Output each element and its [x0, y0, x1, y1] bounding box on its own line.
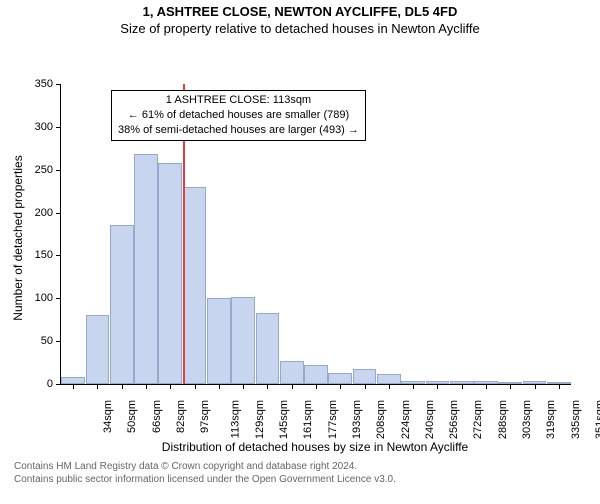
- histogram-bar: [231, 297, 255, 384]
- footer-line2: Contains public sector information licen…: [14, 473, 600, 486]
- histogram-bar: [183, 187, 207, 384]
- y-tick: [56, 213, 61, 214]
- x-tick-label: 34sqm: [102, 400, 114, 433]
- y-tick: [56, 341, 61, 342]
- histogram-bar: [61, 377, 85, 384]
- footer-line1: Contains HM Land Registry data © Crown c…: [14, 460, 600, 473]
- annotation-line1: 1 ASHTREE CLOSE: 113sqm: [118, 93, 359, 108]
- annotation-line2: ← 61% of detached houses are smaller (78…: [118, 108, 359, 123]
- plot-area: 05010015020025030035034sqm50sqm66sqm82sq…: [60, 84, 571, 385]
- x-tick: [510, 384, 511, 389]
- x-tick: [243, 384, 244, 389]
- x-tick: [195, 384, 196, 389]
- histogram-bar: [256, 313, 280, 384]
- y-tick-label: 150: [23, 249, 53, 261]
- x-tick-label: 208sqm: [375, 400, 387, 439]
- x-tick: [340, 384, 341, 389]
- chart-title-address: 1, ASHTREE CLOSE, NEWTON AYCLIFFE, DL5 4…: [0, 4, 600, 19]
- x-tick-label: 66sqm: [151, 400, 163, 433]
- x-tick: [365, 384, 366, 389]
- x-tick: [146, 384, 147, 389]
- x-tick: [219, 384, 220, 389]
- y-tick-label: 350: [23, 78, 53, 90]
- x-tick: [486, 384, 487, 389]
- x-tick: [170, 384, 171, 389]
- x-tick-label: 193sqm: [351, 400, 363, 439]
- x-tick-label: 97sqm: [199, 400, 211, 433]
- x-tick: [73, 384, 74, 389]
- x-tick-label: 224sqm: [400, 400, 412, 439]
- x-tick: [316, 384, 317, 389]
- histogram-bar: [110, 225, 134, 384]
- x-tick-label: 82sqm: [175, 400, 187, 433]
- x-tick: [97, 384, 98, 389]
- chart-container: Number of detached properties 0501001502…: [0, 36, 600, 456]
- annotation-box: 1 ASHTREE CLOSE: 113sqm← 61% of detached…: [111, 90, 366, 141]
- x-tick: [535, 384, 536, 389]
- y-tick-label: 250: [23, 164, 53, 176]
- footer-attribution: Contains HM Land Registry data © Crown c…: [14, 460, 600, 486]
- x-tick-label: 113sqm: [229, 400, 241, 438]
- y-tick: [56, 170, 61, 171]
- x-tick-label: 129sqm: [254, 400, 266, 439]
- x-tick: [122, 384, 123, 389]
- y-tick: [56, 255, 61, 256]
- y-tick-label: 300: [23, 121, 53, 133]
- y-tick-label: 100: [23, 292, 53, 304]
- x-tick: [389, 384, 390, 389]
- annotation-line3: 38% of semi-detached houses are larger (…: [118, 123, 359, 138]
- histogram-bar: [158, 163, 182, 384]
- x-tick-label: 161sqm: [303, 400, 315, 439]
- y-tick-label: 50: [23, 335, 53, 347]
- y-tick-label: 0: [23, 378, 53, 390]
- x-tick-label: 177sqm: [327, 400, 339, 439]
- histogram-bar: [280, 361, 304, 384]
- x-tick-label: 50sqm: [126, 400, 138, 433]
- histogram-bar: [353, 369, 377, 384]
- x-tick: [559, 384, 560, 389]
- x-tick-label: 256sqm: [448, 400, 460, 439]
- y-tick-label: 200: [23, 207, 53, 219]
- x-tick-label: 272sqm: [473, 400, 485, 439]
- y-tick: [56, 298, 61, 299]
- x-tick-label: 303sqm: [521, 400, 533, 439]
- x-tick: [267, 384, 268, 389]
- x-tick: [292, 384, 293, 389]
- x-tick-label: 240sqm: [424, 400, 436, 439]
- histogram-bar: [86, 315, 110, 384]
- x-tick: [462, 384, 463, 389]
- y-tick: [56, 127, 61, 128]
- x-tick-label: 351sqm: [594, 400, 600, 439]
- y-tick: [56, 384, 61, 385]
- histogram-bar: [328, 373, 352, 384]
- x-tick-label: 288sqm: [497, 400, 509, 439]
- x-tick: [437, 384, 438, 389]
- x-axis-label: Distribution of detached houses by size …: [60, 440, 570, 454]
- histogram-bar: [207, 298, 231, 384]
- x-tick: [413, 384, 414, 389]
- histogram-bar: [377, 374, 401, 384]
- histogram-bar: [304, 365, 328, 384]
- y-tick: [56, 84, 61, 85]
- histogram-bar: [134, 154, 158, 384]
- x-tick-label: 145sqm: [278, 400, 290, 439]
- x-tick-label: 319sqm: [545, 400, 557, 439]
- x-tick-label: 335sqm: [570, 400, 582, 439]
- chart-title-desc: Size of property relative to detached ho…: [0, 21, 600, 36]
